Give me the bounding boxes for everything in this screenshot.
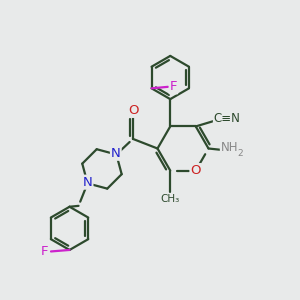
Text: 2: 2 — [238, 149, 243, 158]
Text: O: O — [128, 104, 139, 117]
Text: C≡N: C≡N — [214, 112, 241, 125]
Text: F: F — [41, 245, 49, 258]
Text: O: O — [190, 164, 201, 177]
Text: NH: NH — [221, 141, 238, 154]
Text: N: N — [83, 176, 92, 189]
Text: F: F — [170, 80, 177, 93]
Text: CH₃: CH₃ — [160, 194, 180, 204]
Text: N: N — [111, 147, 121, 160]
